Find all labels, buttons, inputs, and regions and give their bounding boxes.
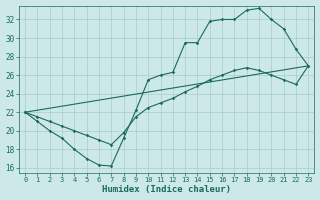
X-axis label: Humidex (Indice chaleur): Humidex (Indice chaleur) [102, 185, 231, 194]
